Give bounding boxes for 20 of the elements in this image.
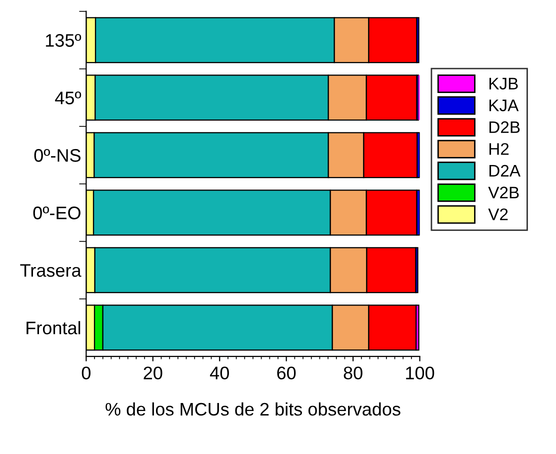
y-tick-label: 0º-NS	[34, 149, 80, 162]
x-tick-label: 80	[344, 366, 362, 380]
x-tick-label: 100	[406, 366, 434, 380]
legend-label: V2B	[488, 186, 519, 198]
x-tick-label: 0	[82, 366, 90, 380]
x-axis-title: % de los MCUs de 2 bits observados	[106, 402, 400, 416]
y-tick-label: Frontal	[26, 321, 80, 334]
legend-label: KJA	[489, 100, 519, 112]
legend-label: D2A	[489, 164, 521, 177]
legend-label: KJB	[489, 78, 518, 90]
y-tick-label: 135º	[46, 34, 82, 47]
y-tick-label: 0º-EO	[33, 206, 80, 220]
y-tick-label: 45º	[55, 92, 82, 104]
x-tick-label: 40	[210, 366, 229, 380]
legend-label: V2	[488, 208, 508, 220]
x-tick-label: 20	[144, 366, 162, 380]
legend-label: H2	[489, 143, 509, 155]
legend-label: D2B	[489, 121, 520, 133]
y-tick-label: Trasera	[20, 264, 82, 277]
x-tick-label: 60	[277, 366, 296, 380]
